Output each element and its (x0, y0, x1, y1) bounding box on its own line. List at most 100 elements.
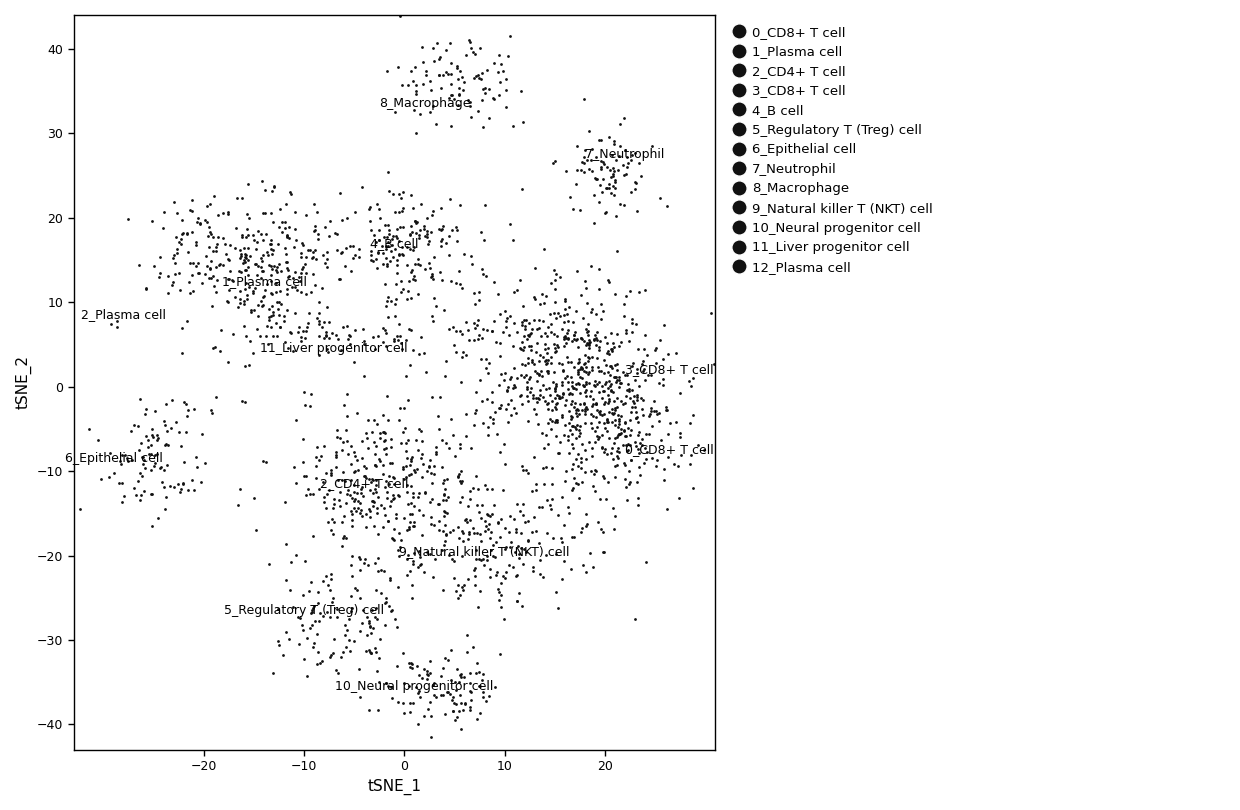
Point (505, 380, 525, 393)
Point (467, 69, 487, 82)
Point (605, 173, 625, 186)
Point (412, 471, 432, 484)
Point (341, 473, 361, 486)
Point (269, 257, 289, 270)
Point (441, 275, 461, 288)
Point (402, 226, 422, 239)
Point (403, 75, 423, 87)
Point (215, 237, 234, 250)
Point (170, 284, 190, 296)
Point (244, 492, 264, 505)
Point (336, 531, 356, 544)
Point (424, 55, 444, 68)
Point (532, 426, 552, 439)
Point (546, 283, 565, 296)
Point (218, 356, 238, 369)
Point (341, 504, 361, 517)
Point (410, 452, 430, 465)
Point (596, 160, 616, 173)
Point (460, 100, 480, 113)
Point (507, 326, 527, 339)
Point (277, 304, 296, 317)
Point (430, 390, 450, 403)
Point (512, 398, 532, 411)
Point (384, 335, 404, 347)
Point (469, 505, 489, 518)
Point (589, 431, 609, 444)
Point (546, 398, 565, 411)
Point (598, 344, 618, 357)
Point (320, 650, 340, 663)
Point (345, 323, 365, 336)
Point (314, 496, 334, 509)
Point (303, 603, 322, 616)
Point (414, 710, 434, 723)
Point (512, 299, 532, 312)
Point (604, 394, 624, 407)
Point (295, 399, 315, 412)
Point (360, 484, 379, 497)
Point (353, 490, 373, 503)
Point (366, 556, 386, 569)
Point (578, 355, 598, 368)
Point (218, 208, 238, 221)
Point (513, 330, 533, 343)
Point (604, 337, 624, 350)
Point (616, 430, 636, 443)
X-axis label: tSNE_1: tSNE_1 (367, 778, 422, 795)
Point (367, 262, 387, 275)
Point (588, 404, 608, 417)
Point (133, 450, 153, 463)
Point (284, 241, 304, 254)
Text: 10_Neural progenitor cell: 10_Neural progenitor cell (335, 680, 494, 693)
Point (578, 326, 598, 339)
Point (107, 314, 126, 327)
Point (520, 386, 539, 399)
Point (378, 477, 398, 490)
Point (304, 600, 324, 613)
Point (394, 512, 414, 525)
Point (342, 602, 362, 615)
Point (319, 229, 339, 242)
Point (440, 688, 460, 701)
Point (262, 275, 281, 288)
Point (582, 417, 601, 430)
Point (479, 420, 498, 433)
Point (575, 365, 595, 378)
Point (218, 272, 238, 285)
Point (553, 364, 573, 377)
Point (262, 262, 281, 275)
Point (383, 230, 403, 243)
Point (663, 458, 683, 471)
Point (306, 441, 326, 454)
Point (513, 558, 533, 571)
Point (208, 230, 228, 243)
Point (450, 589, 470, 602)
Point (432, 224, 451, 237)
Point (436, 66, 456, 79)
Point (450, 198, 470, 211)
Point (195, 457, 215, 470)
Point (546, 346, 565, 359)
Point (263, 247, 283, 260)
Point (475, 86, 495, 99)
Point (559, 447, 579, 460)
Point (150, 251, 170, 264)
Point (264, 181, 284, 194)
Point (355, 338, 374, 351)
Point (534, 441, 554, 454)
Point (298, 632, 317, 645)
Point (615, 168, 635, 181)
Point (329, 667, 348, 680)
Point (600, 360, 620, 373)
Point (350, 592, 370, 605)
Point (562, 410, 582, 423)
Point (584, 189, 604, 202)
Point (113, 496, 133, 509)
Point (377, 258, 397, 271)
Point (417, 69, 436, 82)
Point (496, 83, 516, 96)
Point (639, 410, 658, 423)
Point (490, 446, 510, 459)
Point (397, 470, 417, 483)
